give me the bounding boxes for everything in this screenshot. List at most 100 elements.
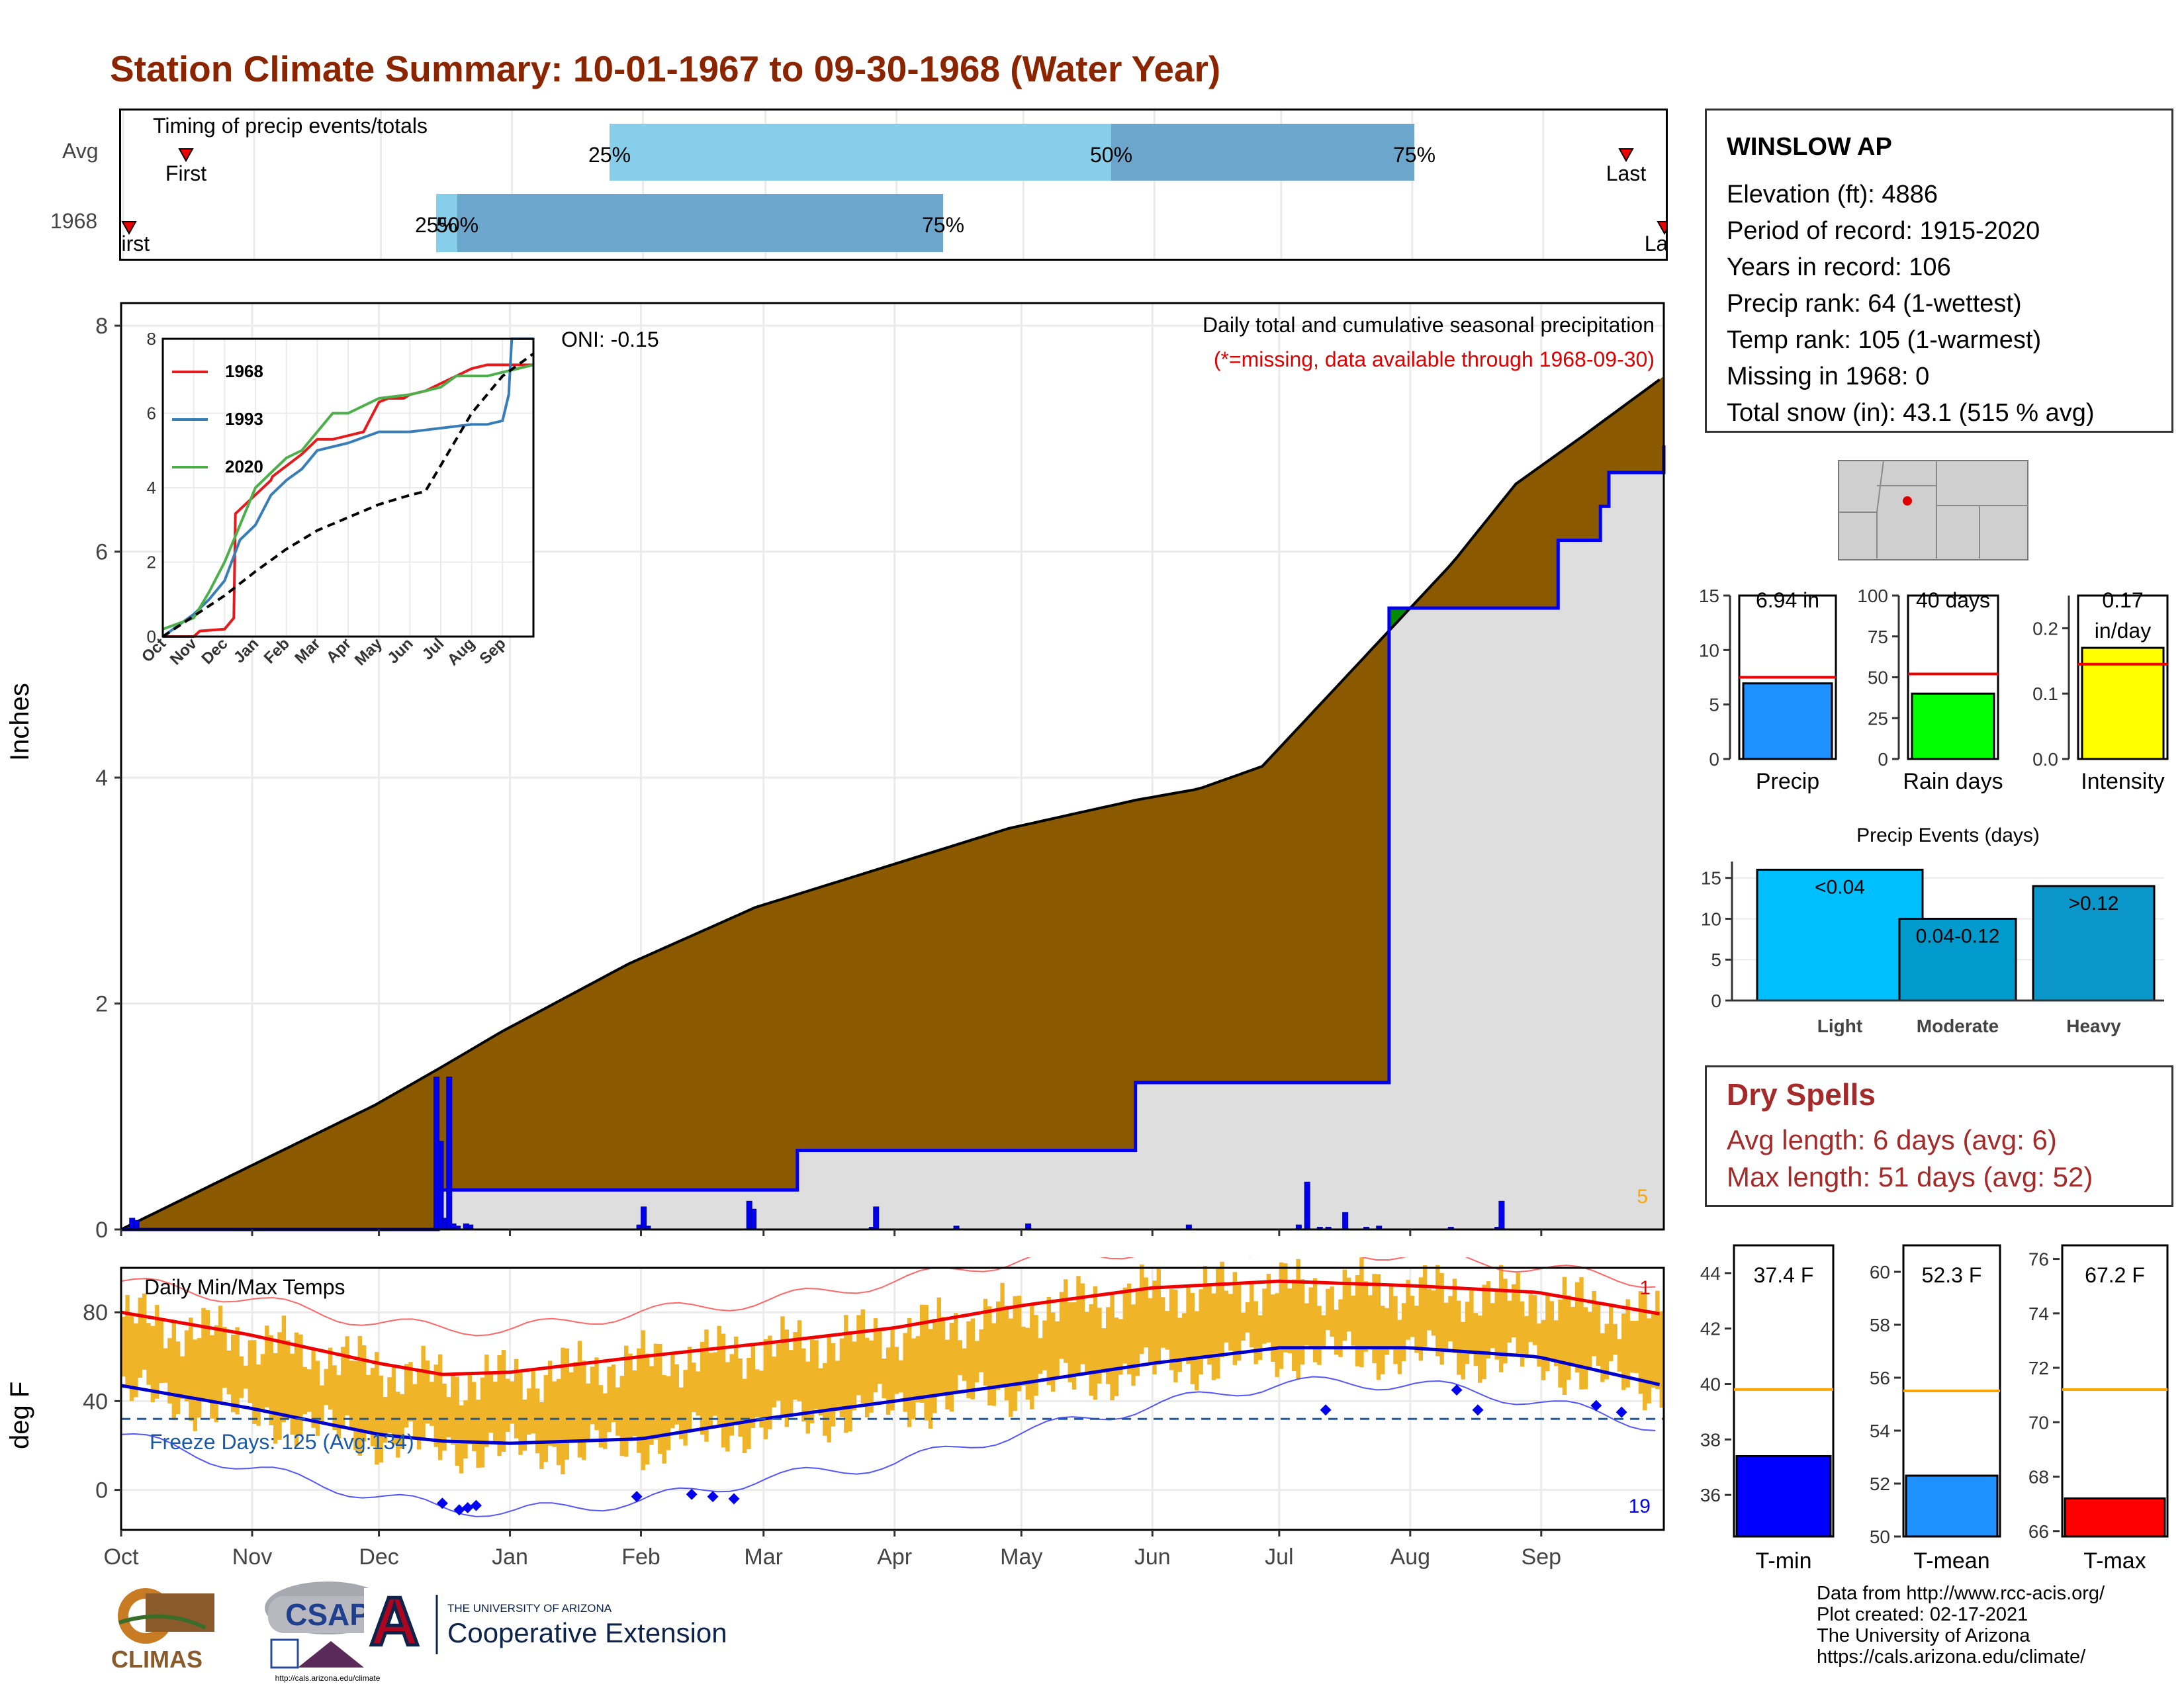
inset-legend-1968: 1968 [225,361,263,381]
inset-line-1993 [161,337,533,638]
events-ytick-label: 15 [1701,868,1721,889]
y1968-25-label: 25% [415,213,457,237]
mini-ytick-label: 0.0 [2032,749,2058,770]
avg-bar-50-75 [1111,124,1414,181]
station-precip-rank: Precip rank: 64 (1-wettest) [1727,290,2022,318]
temp-bar-ytick-label: 70 [2028,1412,2049,1433]
daily-precip-bar [751,1208,757,1230]
precip-ytick-label: 0 [95,1218,108,1243]
mini-bar-2 [2081,646,2165,760]
temp-ytick-label: 80 [83,1300,108,1325]
events-ytick-label: 5 [1711,950,1721,970]
avg-last-marker [1618,148,1634,163]
mini-ytick-label: 0 [1709,749,1719,770]
temp-count-top: 1 [1639,1277,1651,1299]
csap-text: CSAP [285,1597,370,1632]
temp-bar-ytick-label: 38 [1700,1429,1721,1450]
ua-letter-icon: A [369,1583,419,1660]
temp-bar-ytick-label: 72 [2028,1358,2049,1378]
precip-ytick-label: 4 [95,766,108,791]
temp-caption: Daily Min/Max Temps [144,1275,345,1299]
month-label: Nov [232,1544,273,1570]
temp-ytick-label: 40 [83,1389,108,1414]
temp-bar-ytick-label: 36 [1700,1485,1721,1505]
temp-bar-label-0: T-min [1756,1548,1812,1574]
footer-logos: CLIMAS CSAP http://cals.arizona.edu/clim… [111,1582,727,1683]
daily-precip-bar [133,1220,140,1230]
footer-university: The University of Arizona [1817,1625,2030,1646]
inset-border [161,337,535,638]
footer-url[interactable]: https://cals.arizona.edu/climate/ [1817,1646,2086,1668]
y1968-first-label: First [121,232,150,255]
events-bar-1 [1898,917,2017,1002]
inset-legend-1993: 1993 [225,409,263,429]
inset-xtick-label: Jun [384,635,416,667]
dry-avg-length: Avg length: 6 days (avg: 6) [1727,1124,2057,1155]
temp-bar-label-2: T-max [2083,1548,2146,1574]
mini-ytick-label: 0 [1878,749,1888,770]
timing-row-1968: 1968 [50,209,98,233]
precip-ytick-label: 6 [95,540,108,565]
temp-bar-1 [1905,1474,1999,1538]
timing-label: Timing of precip events/totals [153,114,428,138]
inset-ytick-label: 2 [147,553,156,572]
inset-xtick-label: Apr [323,635,355,666]
csap-logo: CSAP http://cals.arizona.edu/climate [265,1582,394,1683]
inset-xtick-label: Oct [138,635,169,666]
avg-first-marker [178,148,194,163]
daily-precip-bar [873,1206,880,1230]
temp-bar-ytick-label: 56 [1870,1368,1890,1388]
footer-data-source[interactable]: Data from http://www.rcc-acis.org/ [1817,1583,2105,1604]
temp-ytick-label: 0 [95,1478,108,1503]
precip-plot-border [120,302,1665,1231]
record-low-marker [728,1493,740,1505]
mini-ytick-label: 15 [1699,586,1719,606]
mini-ytick-label: 75 [1868,627,1888,647]
y1968-50-label: 50% [436,213,478,237]
temp-chart: 0 40 80 Daily Min/Max Temps Freeze Days: 125… [83,1257,1665,1537]
precip-missing-note: (*=missing, data available through 1968-… [1214,347,1655,371]
avg-25-label: 25% [588,143,631,167]
events-bar-0 [1756,868,1924,1002]
y1968-bar-50-75 [457,194,943,252]
month-label: Mar [744,1544,783,1570]
mini-label-0: Precip [1756,769,1819,794]
mini-ytick-label: 25 [1868,708,1888,729]
y1968-bar-25-50 [436,194,457,252]
y1968-last-marker [1657,221,1666,236]
station-lines: Elevation (ft): 4886 Period of record: 1… [1727,177,2095,431]
temp-bar-ytick-label: 44 [1700,1263,1721,1284]
temp-bar-frame-2 [2061,1244,2169,1538]
events-category-label: Light [1817,1016,1862,1036]
events-bar-label: <0.04 [1815,876,1865,898]
freeze-days-label: Freeze Days: 125 (Avg:134) [150,1430,414,1454]
record-low-marker [707,1491,719,1503]
temp-bar-ytick-label: 42 [1700,1319,1721,1339]
avg-bar-25-50 [610,124,1111,181]
mini-ytick-label: 0.1 [2032,684,2058,704]
temp-bar-value: 37.4 F [1754,1263,1814,1287]
inset-xtick-label: Feb [261,635,293,667]
inset-line-1968 [163,363,533,638]
inset-legend-2020: 2020 [225,457,263,476]
ua-logo: A THE UNIVERSITY OF ARIZONA Cooperative … [364,1582,727,1662]
avg-75-label: 75% [1393,143,1435,167]
climas-logo: CLIMAS [111,1588,214,1673]
precip-ytick-label: 8 [95,314,108,339]
month-label: May [1000,1544,1043,1570]
oni-label: ONI: -0.15 [561,328,659,351]
record-low-marker [686,1488,698,1500]
record-low-marker [1472,1404,1484,1416]
precip-ytick-label: 2 [95,992,108,1017]
mini-value-label: 6.94 in [1756,588,1819,612]
events-bar-label: 0.04-0.12 [1916,925,2000,947]
dry-spells-title: Dry Spells [1727,1077,1876,1112]
temp-plot-border [120,1267,1665,1531]
y1968-75-label: 75% [922,213,964,237]
csap-url[interactable]: http://cals.arizona.edu/climate [275,1673,381,1683]
events-ytick-label: 10 [1701,909,1721,929]
record-low-marker [1451,1384,1463,1396]
station-elevation: Elevation (ft): 4886 [1727,181,1938,208]
